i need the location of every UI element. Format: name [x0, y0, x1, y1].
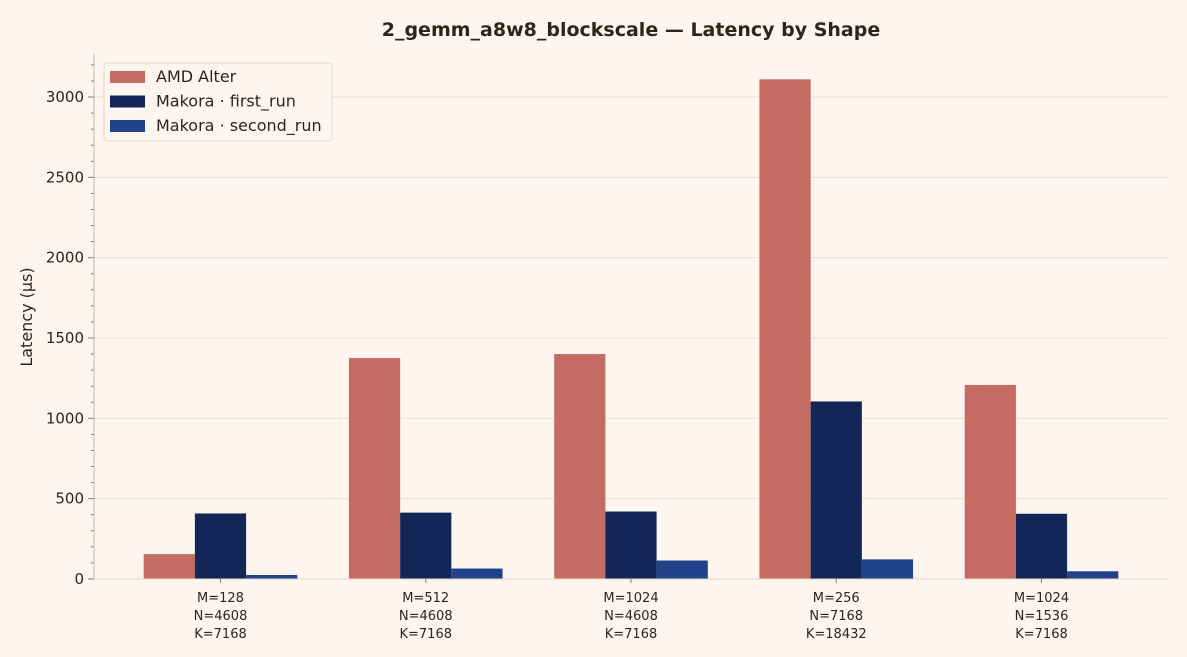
bar [451, 568, 503, 579]
x-tick-label: K=18432 [806, 627, 867, 642]
x-tick-label: N=4608 [604, 609, 658, 624]
legend-swatch [110, 71, 145, 83]
x-tick-label: N=7168 [809, 609, 863, 624]
bars [143, 79, 1119, 580]
x-tick-label: K=7168 [399, 627, 452, 642]
bar [194, 513, 247, 579]
legend-swatch [110, 120, 145, 132]
bar [964, 384, 1016, 579]
x-tick-label: M=128 [197, 591, 244, 606]
legend: AMD Alter Makora · first_run Makora · seco… [103, 62, 333, 142]
bar [656, 560, 708, 579]
x-tick-label: M=1024 [603, 591, 658, 606]
legend-label: Makora · first_run [156, 92, 296, 112]
x-tick-label: K=7168 [1015, 627, 1068, 642]
x-tick-label: M=1024 [1014, 591, 1069, 606]
bar [554, 354, 606, 579]
bar [400, 512, 452, 579]
x-tick-label: N=1536 [1015, 609, 1069, 624]
x-tick-label: K=7168 [605, 627, 658, 642]
bar [143, 554, 195, 579]
bar [1067, 571, 1119, 579]
bar [861, 559, 914, 579]
bar [1015, 513, 1068, 579]
y-tick-label: 1000 [46, 409, 84, 427]
bar [348, 358, 401, 579]
y-tick-label: 0 [74, 570, 84, 588]
legend-label: AMD Alter [156, 67, 237, 86]
legend-box [103, 62, 333, 142]
y-tick-label: 2000 [46, 249, 84, 267]
chart-title: 2_gemm_a8w8_blockscale — Latency by Shap… [382, 19, 881, 41]
axes: 0 500 1000 1500 2000 2500 3000 M=128 N=4608 K=716… [46, 54, 1168, 642]
y-tick-label: 500 [55, 490, 84, 508]
y-tick-label: 1500 [46, 329, 84, 347]
bar [759, 79, 811, 580]
y-tick-label: 3000 [46, 88, 84, 106]
bar [246, 574, 298, 579]
x-tick-label: K=7168 [194, 627, 247, 642]
y-tick-label: 2500 [46, 168, 84, 186]
x-tick-label: N=4608 [194, 609, 248, 624]
legend-label: Makora · second_run [156, 116, 322, 136]
bar [605, 511, 657, 579]
x-tick-label: M=512 [402, 591, 449, 606]
legend-swatch [110, 95, 145, 108]
x-tick-label: M=256 [813, 591, 860, 606]
bar [810, 401, 862, 579]
x-tick-label: N=4608 [399, 609, 453, 624]
y-axis-label: Latency (µs) [17, 267, 36, 366]
